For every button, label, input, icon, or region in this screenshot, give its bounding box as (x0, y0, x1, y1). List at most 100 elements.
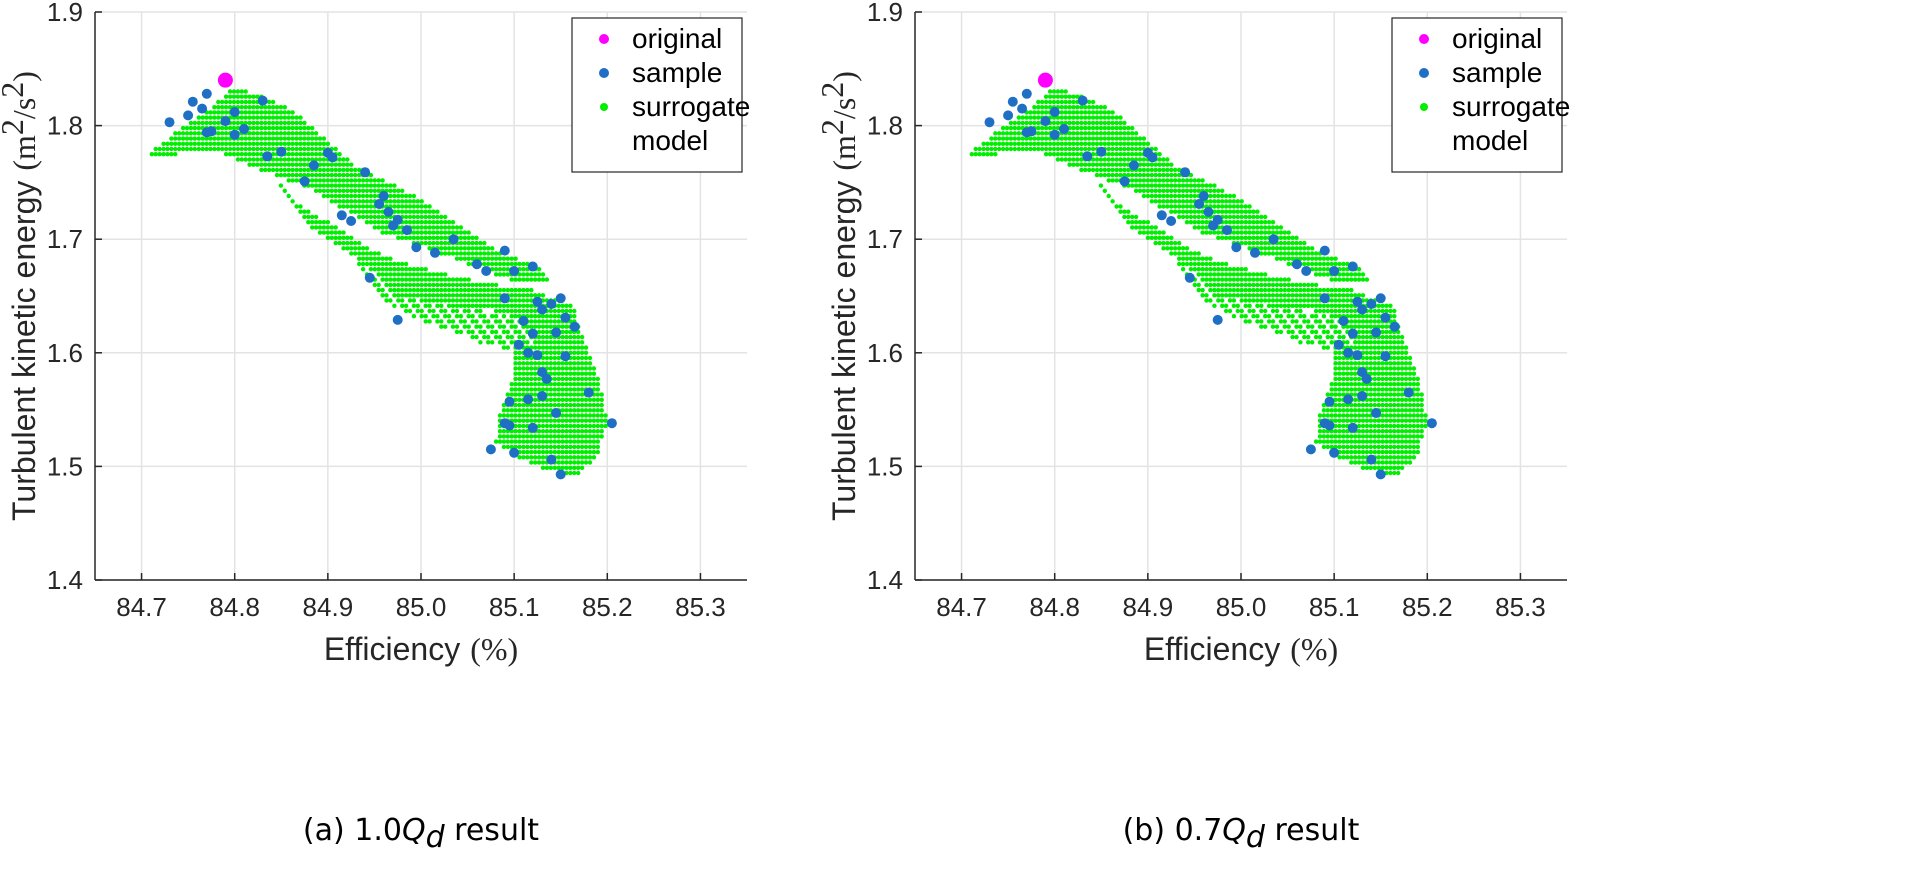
surrogate-point (400, 272, 405, 277)
surrogate-point (376, 214, 381, 220)
surrogate-point (220, 131, 225, 136)
surrogate-point (1278, 251, 1284, 256)
surrogate-point (1028, 120, 1033, 126)
surrogate-point (1047, 125, 1053, 131)
surrogate-point (1231, 277, 1237, 282)
surrogate-point (1204, 282, 1209, 288)
surrogate-point (1399, 423, 1405, 429)
surrogate-point (1243, 303, 1248, 308)
surrogate-point (462, 246, 467, 251)
surrogate-point (529, 376, 534, 382)
surrogate-point (576, 429, 581, 434)
surrogate-point (294, 204, 299, 209)
surrogate-point (497, 340, 503, 345)
surrogate-point (357, 240, 362, 246)
surrogate-point (1364, 444, 1370, 450)
surrogate-point (1208, 277, 1213, 282)
surrogate-point (513, 418, 518, 423)
surrogate-point (227, 105, 233, 110)
surrogate-point (450, 298, 456, 303)
surrogate-point (513, 361, 518, 366)
surrogate-point (435, 319, 440, 324)
surrogate-point (1407, 408, 1413, 413)
surrogate-point (1184, 188, 1190, 193)
surrogate-point (497, 303, 503, 308)
surrogate-point (1177, 172, 1182, 178)
surrogate-point (223, 94, 229, 99)
surrogate-point (1313, 334, 1319, 340)
sample-point (308, 160, 319, 171)
surrogate-point (278, 162, 284, 167)
surrogate-point (337, 162, 342, 167)
surrogate-point (439, 251, 444, 256)
surrogate-point (419, 314, 424, 319)
surrogate-point (1411, 382, 1417, 387)
surrogate-point (583, 449, 589, 455)
surrogate-point (548, 449, 553, 455)
surrogate-point (1360, 324, 1366, 329)
surrogate-point (1079, 162, 1084, 167)
surrogate-point (357, 251, 362, 256)
surrogate-point (497, 324, 503, 329)
surrogate-point (540, 277, 546, 282)
surrogate-point (1415, 376, 1421, 382)
surrogate-point (376, 272, 381, 277)
surrogate-point (1180, 199, 1186, 204)
surrogate-point (1145, 235, 1151, 240)
surrogate-point (497, 334, 503, 340)
surrogate-point (1392, 334, 1397, 340)
surrogate-point (1024, 136, 1029, 141)
surrogate-point (1040, 131, 1045, 136)
surrogate-point (216, 105, 221, 110)
surrogate-point (411, 303, 417, 308)
surrogate-point (981, 146, 986, 152)
surrogate-point (1208, 183, 1213, 188)
surrogate-point (1317, 272, 1323, 277)
surrogate-point (419, 235, 424, 240)
surrogate-point (1364, 324, 1370, 329)
surrogate-point (1141, 193, 1147, 199)
surrogate-point (591, 439, 597, 444)
surrogate-point (1204, 220, 1209, 225)
surrogate-point (556, 434, 561, 439)
surrogate-point (1192, 261, 1198, 267)
surrogate-point (1282, 240, 1288, 246)
surrogate-point (1102, 167, 1108, 173)
surrogate-point (415, 204, 420, 209)
surrogate-point (1329, 340, 1334, 345)
surrogate-point (1403, 418, 1409, 423)
surrogate-point (462, 324, 467, 329)
surrogate-point (325, 172, 331, 178)
surrogate-point (536, 423, 542, 429)
surrogate-point (1118, 157, 1123, 162)
surrogate-point (1110, 199, 1115, 204)
surrogate-point (1216, 209, 1221, 214)
surrogate-point (548, 350, 553, 355)
surrogate-point (1079, 167, 1084, 173)
surrogate-point (454, 314, 460, 319)
surrogate-point (1337, 387, 1342, 392)
surrogate-point (1145, 230, 1151, 235)
surrogate-point (278, 131, 284, 136)
surrogate-point (1360, 465, 1366, 470)
surrogate-point (1396, 402, 1401, 408)
surrogate-point (1317, 340, 1323, 345)
surrogate-point (1278, 240, 1284, 246)
surrogate-point (1388, 382, 1393, 387)
surrogate-point (591, 382, 597, 387)
surrogate-point (1349, 455, 1354, 460)
surrogate-point (1302, 261, 1307, 267)
surrogate-point (243, 110, 248, 115)
surrogate-point (1220, 277, 1225, 282)
surrogate-point (1321, 439, 1327, 444)
surrogate-point (587, 455, 593, 460)
surrogate-point (552, 361, 557, 366)
surrogate-point (517, 418, 522, 423)
surrogate-point (1321, 287, 1327, 293)
surrogate-point (278, 141, 284, 146)
surrogate-point (454, 293, 460, 298)
surrogate-point (364, 214, 370, 220)
surrogate-point (333, 178, 338, 183)
surrogate-point (505, 439, 510, 444)
surrogate-point (1231, 204, 1237, 209)
